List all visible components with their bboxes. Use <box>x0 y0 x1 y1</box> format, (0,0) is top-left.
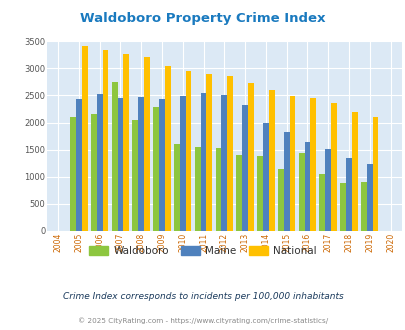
Bar <box>366 164 372 231</box>
Bar <box>91 115 96 231</box>
Bar <box>268 90 274 231</box>
Bar <box>153 107 159 231</box>
Bar <box>132 120 138 231</box>
Bar <box>123 54 129 231</box>
Bar <box>360 182 366 231</box>
Bar <box>194 147 200 231</box>
Bar <box>345 158 351 231</box>
Bar <box>256 156 262 231</box>
Bar <box>185 71 191 231</box>
Legend: Waldoboro, Maine, National: Waldoboro, Maine, National <box>85 242 320 260</box>
Bar <box>70 117 76 231</box>
Bar <box>351 112 357 231</box>
Bar <box>96 94 102 231</box>
Bar <box>206 74 212 231</box>
Bar <box>289 96 295 231</box>
Bar <box>277 169 283 231</box>
Bar <box>309 98 315 231</box>
Bar <box>227 76 232 231</box>
Bar <box>242 105 247 231</box>
Bar <box>215 148 221 231</box>
Bar <box>330 103 336 231</box>
Bar <box>339 183 345 231</box>
Bar <box>298 153 304 231</box>
Bar <box>247 83 253 231</box>
Bar <box>117 98 123 231</box>
Bar <box>164 66 170 231</box>
Bar <box>262 123 268 231</box>
Bar <box>179 96 185 231</box>
Text: Waldoboro Property Crime Index: Waldoboro Property Crime Index <box>80 12 325 24</box>
Bar <box>102 50 108 231</box>
Bar <box>324 149 330 231</box>
Bar <box>81 46 87 231</box>
Bar <box>236 155 242 231</box>
Bar <box>319 174 324 231</box>
Text: Crime Index corresponds to incidents per 100,000 inhabitants: Crime Index corresponds to incidents per… <box>62 292 343 301</box>
Bar <box>200 93 206 231</box>
Bar <box>283 132 289 231</box>
Bar <box>76 99 81 231</box>
Bar <box>159 99 164 231</box>
Bar <box>174 144 179 231</box>
Text: © 2025 CityRating.com - https://www.cityrating.com/crime-statistics/: © 2025 CityRating.com - https://www.city… <box>78 317 327 324</box>
Bar <box>111 82 117 231</box>
Bar <box>144 57 149 231</box>
Bar <box>138 97 144 231</box>
Bar <box>221 95 227 231</box>
Bar <box>304 142 309 231</box>
Bar <box>372 117 377 231</box>
